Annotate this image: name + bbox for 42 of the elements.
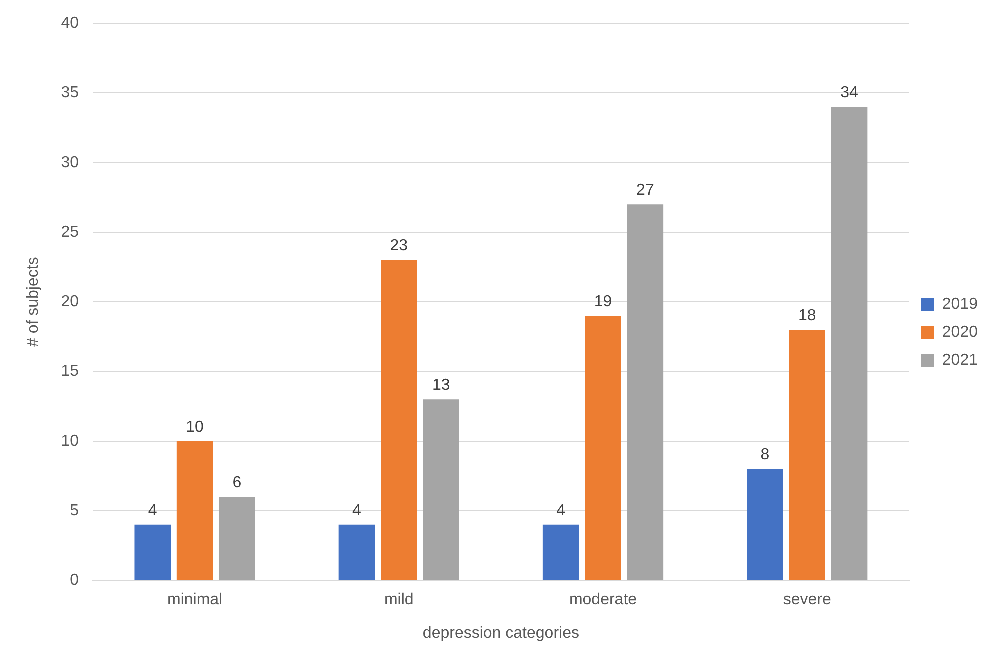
data-label: 6 (232, 474, 242, 492)
x-tick-label: minimal (167, 592, 223, 609)
bar (423, 400, 460, 580)
x-axis-title: depression categories (422, 624, 580, 642)
y-tick-label: 15 (61, 363, 80, 380)
data-label: 34 (840, 84, 859, 102)
legend-label: 2020 (942, 324, 978, 341)
bar (542, 524, 580, 580)
bar (831, 107, 868, 580)
bar (219, 497, 256, 580)
y-axis-title: # of subjects (25, 257, 42, 348)
legend-label: 2021 (942, 352, 978, 369)
data-label: 8 (760, 446, 770, 464)
data-label: 19 (594, 293, 612, 310)
bar (176, 441, 214, 580)
data-label: 27 (636, 182, 654, 200)
bar (338, 524, 376, 580)
y-tick-label: 30 (61, 154, 80, 172)
y-tick-label: 25 (61, 224, 80, 241)
data-label: 18 (798, 307, 816, 324)
y-tick-label: 40 (61, 15, 80, 32)
data-label: 23 (390, 238, 408, 255)
y-tick-label: 0 (70, 572, 80, 590)
bar (789, 330, 826, 580)
x-tick-label: moderate (569, 592, 638, 609)
x-tick-label: severe (783, 592, 832, 609)
bar (747, 469, 784, 580)
bar (134, 524, 172, 580)
y-tick-label: 5 (70, 502, 80, 520)
bar (381, 260, 418, 580)
bar (585, 316, 622, 580)
legend-label: 2019 (942, 296, 978, 313)
data-label: 4 (352, 502, 362, 520)
y-tick-label: 20 (61, 294, 80, 311)
data-label: 4 (148, 502, 158, 520)
data-label: 4 (556, 502, 566, 520)
y-tick-label: 10 (61, 432, 80, 450)
x-tick-label: mild (384, 592, 414, 609)
data-label: 10 (186, 418, 204, 436)
data-label: 13 (432, 376, 450, 394)
y-tick-label: 35 (61, 84, 80, 102)
bar (627, 204, 664, 580)
